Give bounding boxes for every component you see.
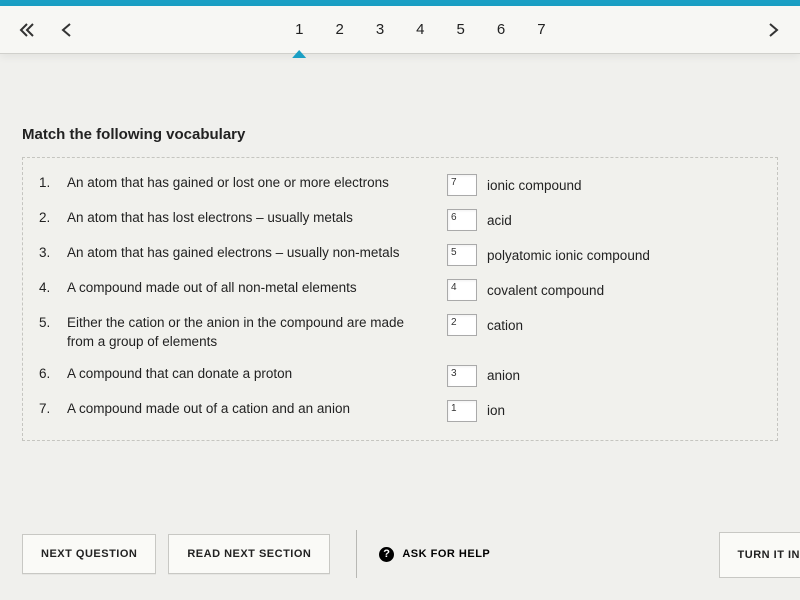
term-text: ionic compound [487,178,582,193]
term-text: acid [487,213,512,228]
page-num-6[interactable]: 6 [495,15,507,44]
separator [356,530,357,578]
match-row: 3. An atom that has gained electrons – us… [39,238,761,273]
def-number: 7. [39,400,57,419]
answer-input[interactable]: 1 [447,400,477,422]
matching-box: 1. An atom that has gained or lost one or… [22,157,778,441]
def-text: An atom that has gained electrons – usua… [67,244,399,263]
def-text: An atom that has gained or lost one or m… [67,174,389,193]
match-row: 1. An atom that has gained or lost one or… [39,168,761,203]
term-text: cation [487,318,523,333]
question-title: Match the following vocabulary [22,126,778,143]
def-text: An atom that has lost electrons – usuall… [67,209,353,228]
chevron-left-icon [60,23,74,37]
first-page-button[interactable] [10,13,44,47]
help-icon: ? [379,547,394,562]
answer-input[interactable]: 3 [447,365,477,387]
def-text: A compound that can donate a proton [67,365,292,384]
next-question-button[interactable]: NEXT QUESTION [22,534,156,574]
page-num-7[interactable]: 7 [535,15,547,44]
read-next-section-button[interactable]: READ NEXT SECTION [168,534,330,574]
page-num-1[interactable]: 1 [293,15,305,44]
def-number: 3. [39,244,57,263]
answer-input[interactable]: 2 [447,314,477,336]
content-area: Match the following vocabulary 1. An atom… [0,54,800,441]
def-text: A compound made out of a cation and an a… [67,400,350,419]
answer-input[interactable]: 6 [447,209,477,231]
page-num-2[interactable]: 2 [333,15,345,44]
def-number: 1. [39,174,57,193]
next-page-button[interactable] [756,13,790,47]
double-chevron-left-icon [19,22,35,38]
match-row: 4. A compound made out of all non-metal e… [39,273,761,308]
def-number: 6. [39,365,57,384]
ask-label: ASK FOR HELP [402,548,490,560]
turn-it-in-button[interactable]: TURN IT IN [719,532,800,578]
def-number: 4. [39,279,57,298]
def-text: Either the cation or the anion in the co… [67,314,429,352]
chevron-right-icon [766,23,780,37]
term-text: covalent compound [487,283,604,298]
answer-input[interactable]: 5 [447,244,477,266]
def-text: A compound made out of all non-metal ele… [67,279,357,298]
ask-for-help-button[interactable]: ? ASK FOR HELP [379,547,490,562]
term-text: ion [487,403,505,418]
page-num-4[interactable]: 4 [414,15,426,44]
term-text: anion [487,368,520,383]
page-num-3[interactable]: 3 [374,15,386,44]
answer-input[interactable]: 7 [447,174,477,196]
answer-input[interactable]: 4 [447,279,477,301]
term-text: polyatomic ionic compound [487,248,650,263]
match-row: 6. A compound that can donate a proton 3a… [39,359,761,394]
def-number: 2. [39,209,57,228]
def-number: 5. [39,314,57,352]
match-row: 2. An atom that has lost electrons – usua… [39,203,761,238]
pager-bar: 1 2 3 4 5 6 7 [0,6,800,54]
bottom-bar: NEXT QUESTION READ NEXT SECTION ? ASK FO… [0,530,800,578]
page-num-5[interactable]: 5 [455,15,467,44]
page-numbers: 1 2 3 4 5 6 7 [293,15,547,44]
match-row: 7. A compound made out of a cation and an… [39,394,761,428]
match-row: 5. Either the cation or the anion in the … [39,308,761,359]
prev-page-button[interactable] [50,13,84,47]
